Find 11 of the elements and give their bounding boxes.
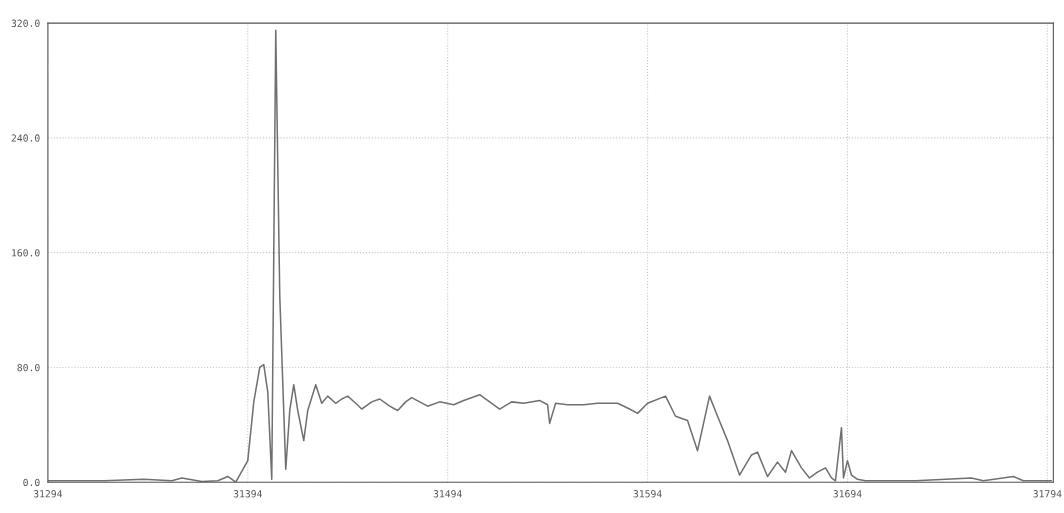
y-tick-label: 160.0 — [12, 249, 40, 257]
y-tick-label: 240.0 — [11, 134, 40, 142]
x-tick-label: 31794 — [1033, 490, 1062, 498]
y-tick-label: 320.0 — [11, 19, 40, 27]
x-tick-label: 31594 — [633, 490, 662, 498]
x-tick-label: 31394 — [233, 490, 262, 498]
y-tick-label: 80.0 — [17, 363, 40, 372]
x-tick-label: 31494 — [433, 490, 462, 498]
x-tick-label: 31294 — [33, 490, 63, 498]
y-tick-label: 0.0 — [23, 478, 40, 487]
x-tick-label: 31694 — [833, 490, 862, 498]
